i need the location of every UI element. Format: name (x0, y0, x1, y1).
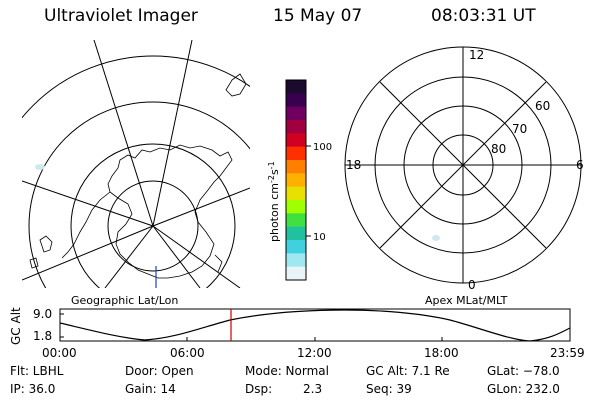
info-seq: Seq: 39 (366, 382, 412, 396)
colorbar-cell (286, 186, 306, 201)
meridian-line (104, 225, 154, 288)
coastline-fragment (214, 254, 223, 273)
meridian-line (152, 225, 241, 288)
lat-circle-outer (28, 101, 250, 288)
colorbar-cell (286, 120, 306, 134)
info-ip: IP: 36.0 (10, 382, 56, 396)
altitude-xtick-0000: 00:00 (42, 346, 77, 360)
colorbar-tick-100: 100 (313, 142, 332, 153)
altitude-ylabel: GC Alt (9, 307, 23, 345)
mlt-label-18: 18 (346, 158, 361, 172)
info-glat: GLat: −78.0 (487, 364, 560, 378)
colorbar-cell (286, 80, 306, 94)
meridian-line (22, 180, 154, 227)
colorbar-cell (286, 226, 306, 241)
mlat-label-70: 70 (512, 122, 527, 136)
info-gc-alt: GC Alt: 7.1 Re (366, 364, 450, 378)
colorbar-cell (286, 266, 306, 281)
geographic-map (22, 40, 250, 288)
colorbar-cell (286, 106, 306, 121)
colorbar-cell (286, 146, 306, 161)
colorbar-cell (286, 133, 306, 148)
mlat-label-60: 60 (535, 99, 550, 113)
altitude-plot (59, 308, 571, 342)
info-glon: GLon: 232.0 (487, 382, 560, 396)
mlt-label-12: 12 (469, 48, 484, 62)
info-dsp-label: Dsp: (245, 382, 273, 396)
colorbar-cell (286, 160, 306, 174)
meridian-line (152, 225, 201, 288)
colorbar-cell (286, 173, 306, 188)
meridian-line (152, 187, 250, 227)
mlt-line-diagonal (379, 81, 547, 249)
emission-speck (35, 164, 45, 170)
info-flt: Flt: LBHL (10, 364, 64, 378)
mlt-label-6: 6 (576, 158, 584, 172)
coastline-island (29, 235, 53, 269)
colorbar-frame (285, 79, 307, 281)
lat-circle-inner (107, 180, 199, 272)
magnetic-map-caption: Apex MLat/MLT (425, 294, 508, 307)
info-gain: Gain: 14 (125, 382, 176, 396)
meridian-line (152, 40, 193, 227)
date-label: 15 May 07 (273, 6, 363, 26)
coastline-peninsula (61, 191, 111, 259)
altitude-ytick-1.8: 1.8 (33, 329, 52, 343)
colorbar-cell (286, 253, 306, 268)
altitude-xtick-1200: 12:00 (297, 346, 332, 360)
colorbar-unit-label: photon cm-2s-1 (267, 161, 281, 242)
altitude-ytick-9: 9.0 (33, 307, 52, 321)
mlt-label-0: 0 (468, 278, 476, 292)
time-label: 08:03:31 UT (431, 6, 536, 26)
coastline-island (225, 73, 247, 97)
lat-circle-mid (70, 143, 236, 288)
altitude-plot-frame (59, 308, 571, 342)
meridian-line (93, 40, 154, 227)
altitude-xtick-0600: 06:00 (170, 346, 205, 360)
mlat-label-80: 80 (491, 142, 506, 156)
colorbar-tick-10: 10 (313, 232, 326, 243)
colorbar-cell (286, 240, 306, 254)
lat-circle-outermost (22, 55, 250, 119)
info-dsp-value: 2.3 (303, 382, 323, 396)
colorbar-cell (286, 200, 306, 214)
info-door: Door: Open (125, 364, 194, 378)
instrument-title: Ultraviolet Imager (44, 6, 198, 26)
colorbar-cell (286, 93, 306, 108)
colorbar-cell (286, 213, 306, 228)
geographic-map-caption: Geographic Lat/Lon (71, 294, 179, 307)
altitude-curve (59, 309, 571, 342)
colorbar: 100 10 photon cm-2s-1 (267, 79, 332, 281)
coastline (107, 144, 233, 279)
altitude-xtick-1800: 18:00 (424, 346, 459, 360)
magnetic-polar-plot (344, 46, 582, 284)
emission-speck (432, 235, 440, 241)
altitude-xtick-2359: 23:59 (550, 346, 585, 360)
info-mode: Mode: Normal (245, 364, 329, 378)
meridian-line (22, 225, 154, 281)
